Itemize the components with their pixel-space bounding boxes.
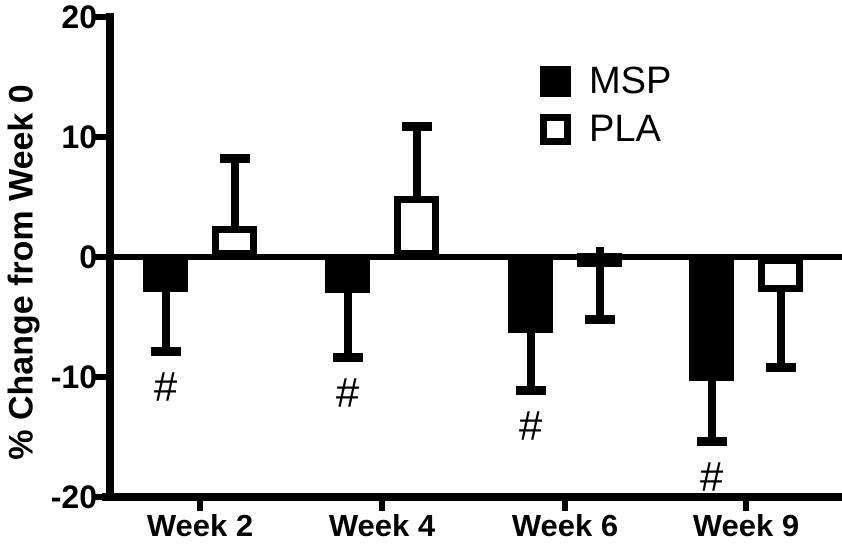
error-bar-stem — [595, 247, 604, 320]
y-tick — [93, 134, 106, 140]
bar-pla-2 — [394, 195, 439, 257]
y-tick-label: 20 — [61, 0, 97, 35]
error-bar-cap — [584, 314, 615, 324]
y-tick-label: -10 — [50, 359, 97, 395]
bar-msp-3 — [508, 257, 553, 333]
error-bar-cap — [515, 385, 546, 395]
legend: MSP PLA — [540, 60, 671, 150]
x-tick-label: Week 9 — [692, 508, 800, 543]
error-bar-cap — [765, 362, 796, 372]
error-bar-stem — [707, 374, 716, 442]
legend-swatch-msp — [540, 65, 571, 97]
legend-swatch-pla — [540, 113, 571, 145]
bar-msp-4 — [689, 257, 734, 381]
x-axis-line — [102, 493, 842, 501]
error-bar-cap — [150, 347, 181, 357]
y-tick-label: 0 — [79, 239, 97, 275]
significance-marker: # — [153, 363, 178, 411]
x-tick-label: Week 2 — [146, 508, 254, 543]
x-tick — [743, 501, 749, 511]
legend-entry-pla: PLA — [540, 108, 671, 150]
error-bar-cap — [401, 121, 432, 131]
error-bar-cap — [332, 353, 363, 363]
x-tick — [562, 501, 568, 511]
legend-label-pla: PLA — [589, 108, 661, 150]
error-bar-stem — [343, 287, 352, 358]
significance-marker: # — [699, 453, 724, 501]
y-tick — [93, 254, 106, 260]
error-bar-stem — [161, 285, 170, 352]
legend-label-msp: MSP — [589, 60, 672, 102]
y-tick — [93, 494, 106, 500]
y-tick-label: -20 — [50, 479, 97, 515]
y-tick — [93, 374, 106, 380]
significance-marker: # — [518, 401, 543, 449]
y-tick — [93, 14, 106, 20]
error-bar-cap — [219, 154, 250, 164]
y-tick-label: 10 — [61, 119, 97, 155]
significance-marker: # — [335, 369, 360, 417]
legend-entry-msp: MSP — [540, 60, 671, 102]
error-bar-stem — [230, 158, 239, 232]
error-bar-stem — [526, 326, 535, 391]
error-bar-cap — [696, 437, 727, 447]
x-tick-label: Week 6 — [511, 508, 619, 543]
error-bar-stem — [776, 285, 785, 368]
zero-line — [106, 254, 842, 260]
x-tick — [197, 501, 203, 511]
error-bar-stem — [412, 126, 421, 202]
x-tick — [379, 501, 385, 511]
x-tick-label: Week 4 — [328, 508, 436, 543]
